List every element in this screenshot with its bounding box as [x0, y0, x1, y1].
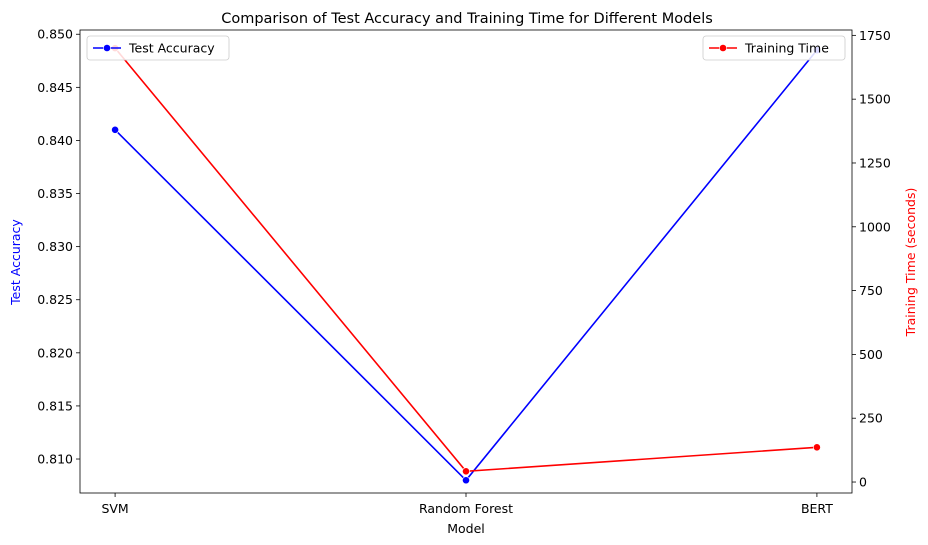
- y-left-tick-label: 0.835: [37, 186, 73, 201]
- y-left-tick-label: 0.850: [37, 27, 73, 42]
- y-left-tick-label: 0.820: [37, 345, 73, 360]
- y-right-axis-label: Training Time (seconds): [903, 188, 918, 338]
- y-left-tick-label: 0.815: [37, 398, 73, 413]
- x-tick-label: SVM: [101, 501, 128, 516]
- x-tick-label: BERT: [801, 501, 833, 516]
- y-left-tick-label: 0.810: [37, 452, 73, 467]
- y-right-tick-label: 0: [859, 475, 867, 490]
- y-right-tick-label: 500: [859, 347, 883, 362]
- legend-label: Test Accuracy: [128, 41, 215, 56]
- legend-layer: Test Accuracy Training Time: [86, 35, 846, 61]
- y-right-tick-label: 250: [859, 411, 883, 426]
- test-accuracy-point: [462, 476, 470, 485]
- y-left-tick-label: 0.840: [37, 133, 73, 148]
- y-left-tick-label: 0.830: [37, 239, 73, 254]
- plot-frame: [79, 29, 853, 494]
- y-left-tick-label: 0.825: [37, 292, 73, 307]
- y-right-tick-label: 1750: [859, 28, 891, 43]
- y-right-tick-label: 1000: [859, 219, 891, 234]
- test-accuracy-legend: Test Accuracy: [86, 35, 230, 61]
- chart-title: Comparison of Test Accuracy and Training…: [221, 11, 713, 27]
- y-right-tick-label: 750: [859, 283, 883, 298]
- legend-marker-swatch: [719, 44, 727, 52]
- legend-box: [86, 35, 230, 61]
- y-left-axis-label: Test Accuracy: [8, 219, 23, 306]
- training-time-line: [114, 47, 817, 473]
- training-time-point: [462, 467, 470, 476]
- training-time-point: [813, 443, 821, 452]
- training-time-legend: Training Time: [702, 35, 846, 61]
- y-right-tick-label: 1500: [859, 92, 891, 107]
- test-accuracy-point: [111, 125, 119, 134]
- legend-label: Training Time: [744, 41, 829, 56]
- series-layer: [111, 44, 821, 485]
- legend-marker-swatch: [103, 44, 111, 52]
- legend-box: [702, 35, 846, 61]
- y-right-tick-label: 1250: [859, 155, 891, 170]
- x-tick-label: Random Forest: [419, 501, 513, 516]
- y-left-tick-label: 0.845: [37, 80, 73, 95]
- test-accuracy-line: [114, 49, 818, 482]
- x-axis-label: Model: [447, 521, 485, 536]
- axes: SVM Random Forest BERT 0.810 0.815 0.820 0.825…: [37, 27, 891, 516]
